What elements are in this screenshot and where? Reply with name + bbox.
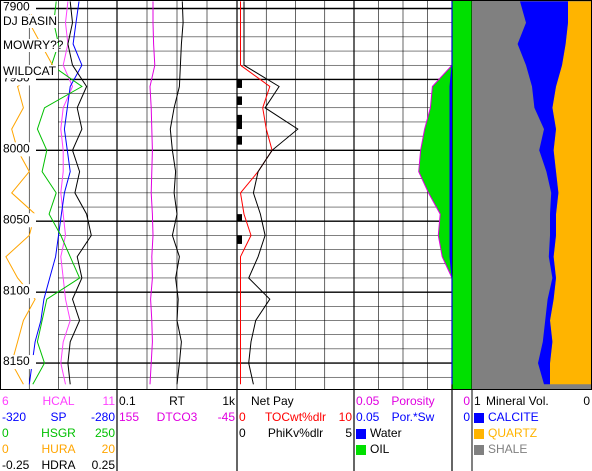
scale-right: 0.25 — [92, 458, 116, 471]
legend-label: OIL — [370, 442, 390, 456]
curve-name: Porosity — [391, 394, 434, 408]
annotation: MOWRY?? — [3, 38, 64, 52]
scale-left: 0 — [2, 426, 9, 440]
scale-left: -0.25 — [2, 458, 30, 471]
log-curve — [239, 1, 273, 385]
depth-label: 7900 — [3, 0, 30, 14]
scale-right: 10 — [339, 410, 353, 424]
curve-name: HSGR — [41, 426, 76, 440]
legend-label: Water — [370, 426, 402, 440]
log-curve — [449, 1, 453, 385]
curve-name: PhiKv%dlr — [268, 426, 323, 440]
legend-swatch — [356, 429, 366, 439]
curve-name: TOCwt%dlr — [265, 410, 326, 424]
scale-right: 11 — [103, 394, 116, 408]
scale-right: 0 — [583, 394, 590, 408]
curve-fill — [418, 1, 452, 385]
scale-right: -280 — [91, 410, 115, 424]
log-curve — [67, 1, 92, 385]
depth-label: 8050 — [3, 212, 30, 226]
oil-strip — [452, 0, 472, 390]
net-pay — [237, 96, 242, 105]
depth-label-bg — [0, 284, 36, 299]
depth-label-bg — [0, 213, 36, 228]
legend-swatch — [356, 445, 366, 455]
log-curve — [149, 1, 156, 385]
annotation-bg — [0, 15, 58, 28]
scale-left: 0 — [239, 410, 246, 424]
legend-swatch — [474, 445, 484, 455]
scale-left: 0.1 — [119, 394, 136, 408]
curve-name: SP — [50, 410, 66, 424]
legend-label: QUARTZ — [488, 426, 537, 440]
net-pay — [237, 214, 242, 222]
net-pay — [237, 79, 242, 88]
depth-label: 8100 — [3, 283, 30, 297]
legend-label: CALCITE — [488, 410, 539, 424]
scale-right: 0 — [463, 410, 470, 424]
legend-swatch — [474, 429, 484, 439]
curve-name: Mineral Vol. — [486, 394, 549, 408]
scale-left: 155 — [119, 410, 139, 424]
scale-left: 6 — [2, 394, 9, 408]
mineral-fill — [550, 1, 592, 385]
scale-right: 250 — [95, 426, 115, 440]
scale-right: 20 — [102, 442, 116, 456]
annotation: DJ BASIN — [3, 14, 57, 28]
log-curve — [243, 1, 299, 385]
depth-label-bg — [0, 142, 36, 157]
scale-left: 0 — [2, 442, 9, 456]
curve-name: HURA — [41, 442, 75, 456]
curve-name: HCAL — [42, 394, 74, 408]
log-curve — [28, 1, 83, 385]
depth-label-bg — [0, 355, 36, 370]
net-pay — [237, 114, 242, 130]
net-pay — [237, 136, 242, 145]
annotation-bg — [0, 65, 58, 78]
net-pay — [237, 235, 242, 244]
scale-right: 5 — [345, 426, 352, 440]
scale-right: -45 — [218, 410, 236, 424]
scale-right: 0 — [463, 394, 470, 408]
legend-label: SHALE — [488, 442, 527, 456]
mineral-fill — [517, 1, 568, 385]
legend-swatch — [474, 413, 484, 423]
depth-label-bg — [0, 0, 36, 15]
depth-label: 8150 — [3, 354, 30, 368]
scale-left: 0 — [239, 426, 246, 440]
scale-left: 1 — [474, 394, 481, 408]
scale-left: 0.05 — [356, 394, 380, 408]
curve-name: HDRA — [41, 458, 75, 471]
curve-name: RT — [169, 394, 185, 408]
log-curve — [60, 1, 74, 385]
scale-left: -320 — [2, 410, 26, 424]
annotation: WILDCAT — [3, 64, 57, 78]
curve-name: DTCO3 — [157, 410, 198, 424]
annotation-bg — [0, 39, 58, 52]
scale-left: 0.05 — [356, 410, 380, 424]
depth-label: 8000 — [3, 141, 30, 155]
curve-name: Por.*Sw — [392, 410, 435, 424]
scale-right: 1k — [222, 394, 236, 408]
log-curve — [169, 1, 184, 385]
curve-name: Net Pay — [251, 394, 294, 408]
